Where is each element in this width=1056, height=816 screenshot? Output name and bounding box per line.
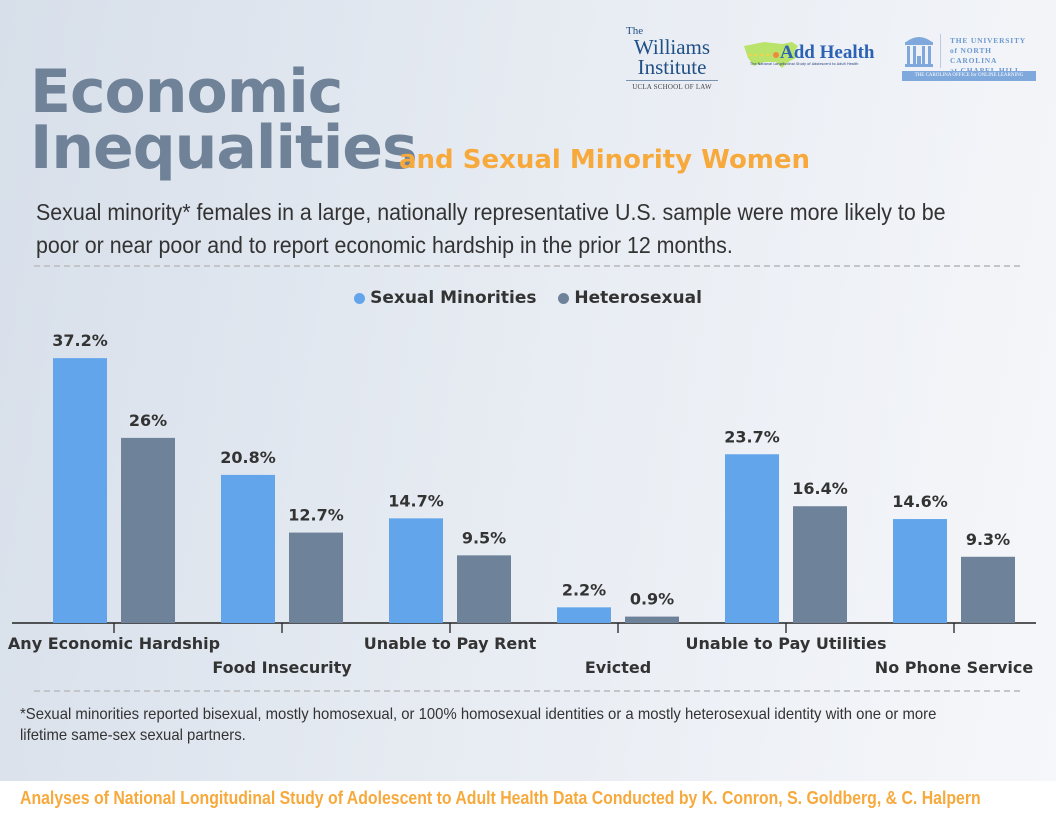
bar-chart: 37.2% 26% Any Economic Hardship 20.8% 12.7% F… xyxy=(8,331,1036,677)
unc-line2: of NORTH CAROLINA xyxy=(950,46,998,65)
legend-item-sexual-minorities: Sexual Minorities xyxy=(354,288,536,308)
page-subtitle: and Sexual Minority Women xyxy=(399,145,811,175)
bar-sexual-minorities-2 xyxy=(389,518,443,623)
williams-logo-line2: Institute xyxy=(637,55,707,79)
us-map-icon xyxy=(744,42,798,68)
williams-logo-sub: UCLA SCHOOL OF LAW xyxy=(632,83,712,91)
bar-heterosexual-4 xyxy=(793,506,847,623)
footnote: *Sexual minorities reported bisexual, mo… xyxy=(20,706,937,744)
unc-logo: THE UNIVERSITY of NORTH CAROLINA at CHAP… xyxy=(902,32,1038,82)
unc-line1: THE UNIVERSITY xyxy=(950,36,1027,45)
bar-sexual-minorities-4 xyxy=(725,454,779,623)
old-well-icon xyxy=(905,37,933,67)
legend-item-heterosexual: Heterosexual xyxy=(558,288,702,308)
data-label-sexual-minorities-3: 2.2% xyxy=(562,580,606,599)
page-title-line1: Economic xyxy=(30,57,343,127)
x-tick-label-4: Unable to Pay Utilities xyxy=(686,634,887,653)
data-label-sexual-minorities-0: 37.2% xyxy=(52,331,108,350)
add-health-logo: Add Health The National Longitudinal Stu… xyxy=(742,40,882,72)
divider-top xyxy=(34,265,1020,267)
bar-heterosexual-3 xyxy=(625,616,679,623)
data-label-sexual-minorities-1: 20.8% xyxy=(220,448,276,467)
divider-bottom xyxy=(34,690,1020,692)
unc-logo-divider xyxy=(940,34,941,68)
data-label-heterosexual-0: 26% xyxy=(129,411,167,430)
williams-logo-rule xyxy=(626,80,718,81)
bar-heterosexual-2 xyxy=(457,555,511,623)
add-health-name: Add Health xyxy=(780,42,875,63)
add-health-tagline: The National Longitudinal Study of Adole… xyxy=(750,62,859,66)
legend-dot-heterosexual xyxy=(558,292,570,304)
williams-institute-logo: The Williams Institute UCLA SCHOOL OF LA… xyxy=(626,26,718,91)
bar-sexual-minorities-3 xyxy=(557,607,611,623)
x-tick-label-1: Food Insecurity xyxy=(212,658,352,677)
x-tick-label-5: No Phone Service xyxy=(875,658,1034,677)
legend-label-heterosexual: Heterosexual xyxy=(574,288,702,308)
bar-sexual-minorities-1 xyxy=(221,474,275,623)
bar-heterosexual-0 xyxy=(121,437,175,623)
chart-legend: Sexual Minorities Heterosexual xyxy=(0,288,1056,309)
bar-heterosexual-1 xyxy=(289,532,343,623)
data-label-heterosexual-2: 9.5% xyxy=(462,528,506,547)
unc-line3: at CHAPEL HILL xyxy=(950,66,1038,76)
data-label-heterosexual-5: 9.3% xyxy=(966,530,1010,549)
data-label-sexual-minorities-2: 14.7% xyxy=(388,491,444,510)
page-title-line2: Inequalities xyxy=(30,113,418,183)
unc-logo-text: THE UNIVERSITY of NORTH CAROLINA at CHAP… xyxy=(950,36,1038,76)
intro-text: Sexual minority* females in a large, nat… xyxy=(36,199,946,258)
bar-heterosexual-5 xyxy=(961,556,1015,623)
williams-logo-line1: Williams xyxy=(633,35,711,59)
data-label-sexual-minorities-4: 23.7% xyxy=(724,427,780,446)
unc-band: THE CAROLINA OFFICE for ONLINE LEARNING xyxy=(902,71,1036,81)
bar-sexual-minorities-5 xyxy=(893,519,947,623)
x-tick-label-2: Unable to Pay Rent xyxy=(364,634,537,653)
data-label-heterosexual-3: 0.9% xyxy=(630,590,674,609)
legend-label-sexual-minorities: Sexual Minorities xyxy=(370,288,537,308)
x-tick-label-3: Evicted xyxy=(585,658,651,677)
credit-line: Analyses of National Longitudinal Study … xyxy=(20,788,981,808)
legend-dot-sexual-minorities xyxy=(354,292,366,304)
x-tick-label-0: Any Economic Hardship xyxy=(8,634,220,653)
credit-band xyxy=(0,781,1056,816)
williams-logo-the: The xyxy=(626,25,644,37)
data-label-sexual-minorities-5: 14.6% xyxy=(892,492,948,511)
data-label-heterosexual-1: 12.7% xyxy=(288,506,344,525)
data-label-heterosexual-4: 16.4% xyxy=(792,479,848,498)
bar-sexual-minorities-0 xyxy=(53,358,107,623)
